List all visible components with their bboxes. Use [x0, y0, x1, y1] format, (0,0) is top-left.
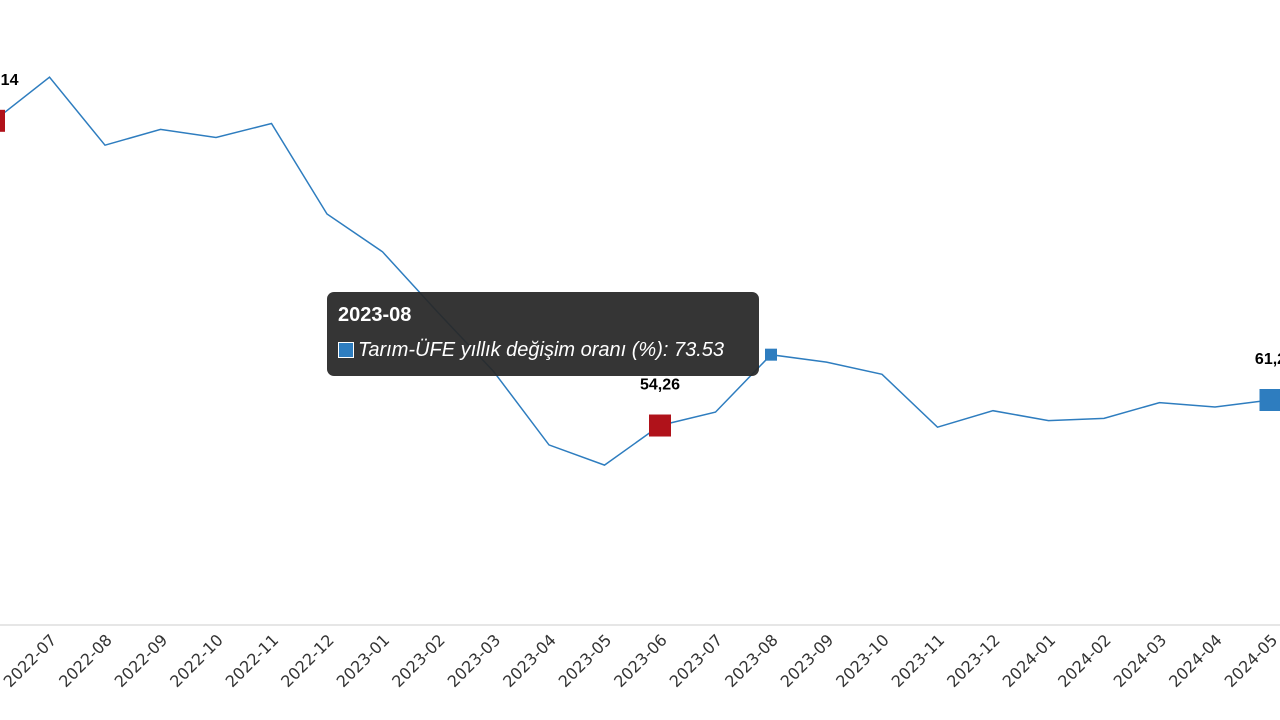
highlight-marker	[649, 414, 671, 437]
tooltip-title: 2023-08	[338, 304, 412, 326]
x-tick-label: 2024-03	[1110, 630, 1171, 691]
x-tick-label: 2023-06	[610, 630, 671, 691]
tooltip-series-name: Tarım-ÜFE yıllık değişim oranı (%)	[358, 339, 663, 361]
x-tick-label: 2023-02	[388, 630, 449, 691]
x-tick-label: 2022-11	[222, 630, 283, 691]
x-tick-label: 2022-07	[0, 630, 60, 691]
last-point-marker	[1259, 389, 1280, 411]
tooltip-value: 73.53	[674, 339, 725, 361]
data-label: 61,2	[1255, 351, 1280, 368]
data-label: 137,14	[0, 72, 19, 89]
tooltip-separator: :	[662, 339, 674, 361]
x-tick-label: 2022-08	[55, 630, 116, 691]
x-tick-label: 2024-01	[999, 630, 1060, 691]
x-tick-label: 2023-08	[721, 630, 782, 691]
x-tick-label: 2023-03	[444, 630, 505, 691]
hover-marker	[765, 348, 777, 361]
x-tick-label: 2023-07	[666, 630, 727, 691]
x-tick-label: 2022-09	[111, 630, 172, 691]
x-tick-label: 2023-04	[499, 630, 560, 691]
data-labels: 137,14 54,26 61,2	[0, 72, 1280, 394]
x-tick-label: 2022-12	[277, 630, 338, 691]
chart-tooltip: 2023-08 Tarım-ÜFE yıllık değişim oranı (…	[327, 292, 759, 376]
x-tick-label: 2022-10	[166, 630, 227, 691]
x-tick-label: 2023-09	[777, 630, 838, 691]
x-tick-label: 2023-05	[555, 630, 616, 691]
x-tick-label: 2024-02	[1054, 630, 1115, 691]
series-markers	[0, 109, 1280, 437]
x-tick-label: 2024-05	[1221, 630, 1280, 691]
x-tick-label: 2023-01	[333, 630, 394, 691]
x-tick-label: 2023-10	[832, 630, 893, 691]
tooltip-series-swatch	[338, 342, 354, 358]
data-label: 54,26	[640, 377, 680, 394]
x-tick-label: 2023-12	[943, 630, 1004, 691]
series-line	[0, 76, 1271, 466]
highlight-marker	[0, 109, 5, 132]
x-tick-label: 2024-04	[1165, 630, 1226, 691]
tooltip-row: Tarım-ÜFE yıllık değişim oranı (%): 73.5…	[338, 337, 748, 363]
x-tick-label: 2023-11	[888, 630, 949, 691]
x-axis-ticks: 2022-062022-072022-082022-092022-102022-…	[0, 630, 1280, 691]
